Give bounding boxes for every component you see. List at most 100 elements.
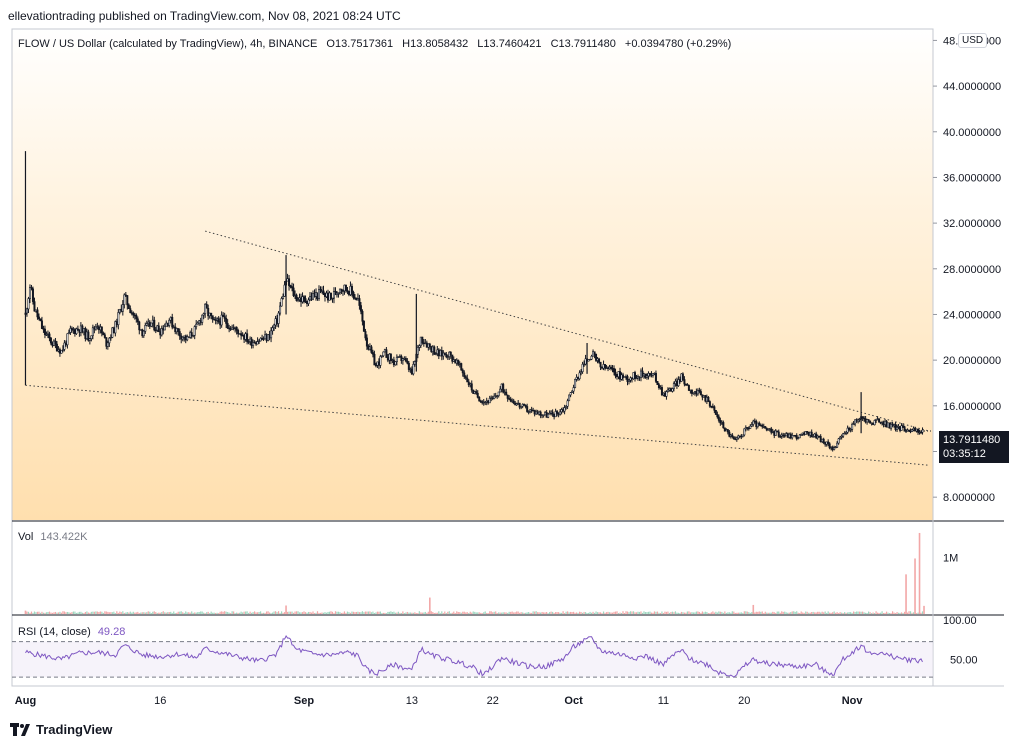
candle[interactable] bbox=[794, 434, 797, 438]
candle[interactable] bbox=[142, 329, 145, 338]
candle[interactable] bbox=[55, 341, 58, 352]
candle[interactable] bbox=[482, 399, 485, 406]
candle[interactable] bbox=[42, 325, 45, 333]
candle[interactable] bbox=[562, 407, 565, 413]
candle[interactable] bbox=[812, 433, 815, 438]
candle[interactable] bbox=[60, 350, 63, 354]
candle[interactable] bbox=[665, 390, 668, 400]
candle[interactable] bbox=[729, 433, 732, 439]
candle[interactable] bbox=[683, 376, 686, 387]
candle[interactable] bbox=[121, 300, 124, 316]
candle[interactable] bbox=[157, 322, 160, 333]
candle[interactable] bbox=[565, 405, 568, 410]
candle[interactable] bbox=[755, 419, 758, 430]
candle[interactable] bbox=[663, 390, 666, 397]
candle[interactable] bbox=[469, 382, 472, 388]
candle[interactable] bbox=[720, 420, 723, 425]
candle[interactable] bbox=[780, 432, 783, 439]
candle[interactable] bbox=[99, 323, 102, 334]
candle[interactable] bbox=[816, 434, 819, 440]
candle[interactable] bbox=[623, 376, 626, 378]
candle[interactable] bbox=[753, 418, 756, 424]
candle[interactable] bbox=[298, 293, 301, 302]
candle[interactable] bbox=[848, 426, 851, 432]
candle[interactable] bbox=[422, 339, 425, 347]
candle[interactable] bbox=[442, 350, 445, 360]
candle[interactable] bbox=[289, 284, 292, 289]
candle[interactable] bbox=[204, 303, 207, 318]
candle[interactable] bbox=[654, 370, 657, 383]
candle[interactable] bbox=[768, 428, 771, 432]
candle[interactable] bbox=[610, 364, 613, 371]
candle[interactable] bbox=[890, 421, 893, 431]
candle[interactable] bbox=[852, 421, 855, 425]
candle[interactable] bbox=[389, 353, 392, 365]
candle[interactable] bbox=[632, 372, 635, 380]
candle[interactable] bbox=[31, 286, 34, 305]
candle[interactable] bbox=[323, 292, 326, 302]
candle[interactable] bbox=[303, 295, 306, 304]
candle[interactable] bbox=[452, 356, 455, 362]
candle[interactable] bbox=[63, 340, 66, 352]
candle[interactable] bbox=[250, 336, 253, 349]
candle[interactable] bbox=[337, 292, 340, 298]
candle[interactable] bbox=[633, 370, 636, 382]
candle[interactable] bbox=[332, 287, 335, 304]
candle[interactable] bbox=[88, 337, 91, 345]
candle[interactable] bbox=[309, 291, 312, 302]
candle[interactable] bbox=[82, 328, 85, 336]
candle[interactable] bbox=[400, 354, 403, 364]
candle[interactable] bbox=[770, 426, 773, 435]
candle[interactable] bbox=[81, 324, 84, 334]
candle[interactable] bbox=[238, 333, 241, 335]
candle[interactable] bbox=[771, 428, 774, 434]
candle[interactable] bbox=[629, 376, 632, 383]
candle[interactable] bbox=[317, 285, 320, 301]
candle[interactable] bbox=[365, 334, 368, 350]
candle[interactable] bbox=[61, 345, 64, 353]
candle[interactable] bbox=[785, 431, 788, 437]
candle[interactable] bbox=[73, 327, 76, 337]
candle[interactable] bbox=[312, 290, 315, 301]
candle[interactable] bbox=[581, 361, 584, 374]
candle[interactable] bbox=[397, 356, 400, 359]
candle[interactable] bbox=[202, 312, 205, 320]
candle[interactable] bbox=[918, 429, 921, 435]
candle[interactable] bbox=[377, 358, 380, 370]
candle[interactable] bbox=[505, 388, 508, 396]
candle[interactable] bbox=[166, 322, 169, 328]
candle[interactable] bbox=[259, 337, 262, 342]
candle[interactable] bbox=[509, 396, 512, 403]
candle[interactable] bbox=[571, 390, 574, 394]
candle[interactable] bbox=[575, 374, 578, 382]
candle[interactable] bbox=[207, 304, 210, 320]
candle[interactable] bbox=[279, 302, 282, 316]
candle[interactable] bbox=[267, 333, 270, 342]
candle[interactable] bbox=[705, 394, 708, 405]
candle[interactable] bbox=[584, 354, 587, 366]
candle[interactable] bbox=[57, 346, 60, 353]
candle[interactable] bbox=[744, 425, 747, 432]
candle[interactable] bbox=[403, 356, 406, 361]
candle[interactable] bbox=[831, 445, 834, 452]
candle[interactable] bbox=[232, 324, 235, 331]
candle[interactable] bbox=[611, 365, 614, 373]
candle[interactable] bbox=[566, 398, 569, 410]
candle[interactable] bbox=[881, 420, 884, 426]
candle[interactable] bbox=[660, 384, 663, 397]
candle[interactable] bbox=[190, 328, 193, 339]
candle[interactable] bbox=[743, 428, 746, 437]
candle[interactable] bbox=[295, 293, 298, 302]
candle[interactable] bbox=[160, 325, 163, 337]
candle[interactable] bbox=[172, 324, 175, 329]
candle[interactable] bbox=[786, 432, 789, 438]
candle[interactable] bbox=[28, 284, 31, 304]
candle[interactable] bbox=[761, 423, 764, 429]
trendline-upper[interactable] bbox=[205, 230, 929, 432]
candle[interactable] bbox=[599, 361, 602, 371]
candle[interactable] bbox=[385, 347, 388, 358]
candle[interactable] bbox=[693, 390, 696, 396]
candle[interactable] bbox=[241, 332, 244, 337]
candle[interactable] bbox=[614, 368, 617, 379]
candle[interactable] bbox=[635, 374, 638, 380]
